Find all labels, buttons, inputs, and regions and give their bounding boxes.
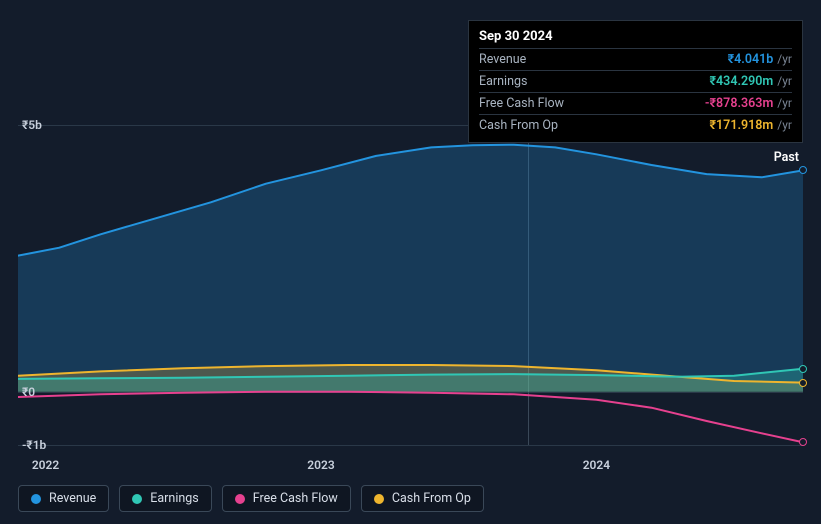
era-label-past: Past — [774, 150, 799, 165]
tooltip-row-value: ₹171.918m — [709, 118, 773, 133]
x-tick-label: 2024 — [583, 458, 610, 472]
series-end-dot-fcf — [799, 438, 807, 446]
chart-root: Past ₹5b₹0-₹1b 202220232024 Sep 30 2024 … — [0, 0, 821, 524]
y-tick-label: ₹5b — [22, 118, 42, 132]
tooltip-row: Earnings₹434.290m/yr — [479, 70, 792, 92]
tooltip-row: Revenue₹4.041b/yr — [479, 48, 792, 70]
legend-item-revenue[interactable]: Revenue — [18, 485, 109, 512]
x-tick-label: 2022 — [32, 458, 59, 472]
tooltip-row-unit: /yr — [777, 118, 792, 133]
tooltip-row-unit: /yr — [777, 74, 792, 89]
plot — [18, 125, 803, 445]
tooltip-row-label: Cash From Op — [479, 118, 709, 133]
y-tick-label: ₹0 — [22, 385, 35, 399]
legend-item-cash-from-op[interactable]: Cash From Op — [361, 485, 484, 512]
series-end-dot-cash_from_op — [799, 379, 807, 387]
tooltip-row-unit: /yr — [777, 96, 792, 111]
tooltip-row-label: Earnings — [479, 74, 709, 89]
legend-dot — [31, 494, 41, 504]
legend-dot — [235, 494, 245, 504]
tooltip-row-value: ₹434.290m — [709, 74, 773, 89]
tooltip-date: Sep 30 2024 — [479, 29, 792, 44]
tooltip-row-value: ₹4.041b — [728, 52, 774, 67]
tooltip-row-label: Free Cash Flow — [479, 96, 705, 111]
legend-item-free-cash-flow[interactable]: Free Cash Flow — [222, 485, 351, 512]
series-fill-revenue — [18, 145, 803, 392]
legend: Revenue Earnings Free Cash Flow Cash From O… — [18, 485, 484, 512]
tooltip-row-unit: /yr — [777, 52, 792, 67]
legend-dot — [374, 494, 384, 504]
series-end-dot-revenue — [799, 166, 807, 174]
legend-label: Cash From Op — [392, 491, 471, 506]
x-tick-label: 2023 — [307, 458, 334, 472]
legend-label: Free Cash Flow — [253, 491, 338, 506]
hover-tooltip: Sep 30 2024 Revenue₹4.041b/yrEarnings₹43… — [468, 20, 803, 143]
tooltip-row: Free Cash Flow-₹878.363m/yr — [479, 92, 792, 114]
series-line-fcf — [18, 392, 803, 443]
legend-dot — [132, 494, 142, 504]
tooltip-row-value: -₹878.363m — [705, 96, 773, 111]
legend-item-earnings[interactable]: Earnings — [119, 485, 211, 512]
y-tick-label: -₹1b — [22, 438, 46, 452]
tooltip-row-label: Revenue — [479, 52, 728, 67]
legend-label: Revenue — [49, 491, 96, 506]
legend-label: Earnings — [150, 491, 198, 506]
series-end-dot-earnings — [799, 365, 807, 373]
tooltip-row: Cash From Op₹171.918m/yr — [479, 114, 792, 136]
